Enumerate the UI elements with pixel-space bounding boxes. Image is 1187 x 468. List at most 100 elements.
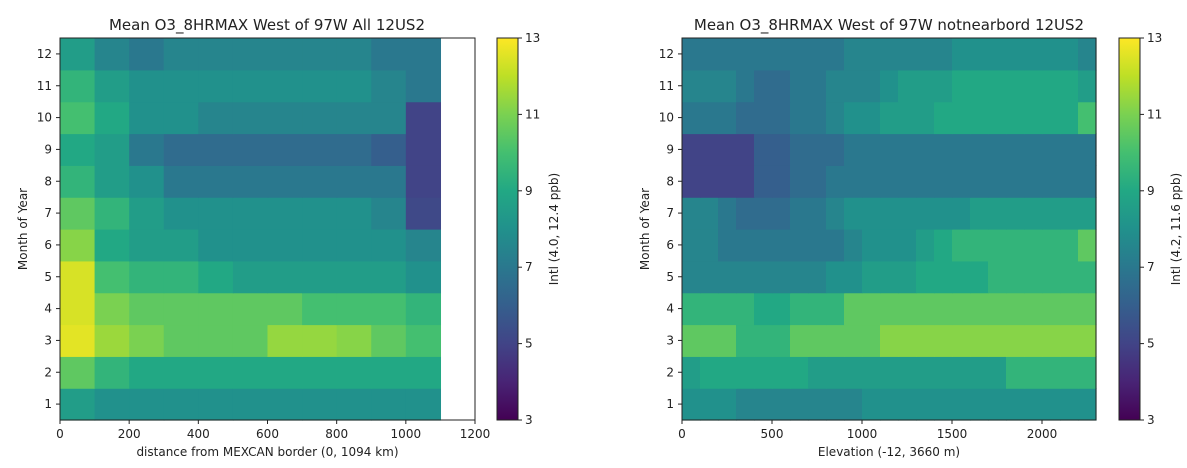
p1-heatmap-cell [371,324,407,357]
p2-heatmap-cell [1078,356,1097,389]
p2-heatmap-cell [736,324,755,357]
p2-heatmap-cell [952,324,971,357]
p2-y-tick-label: 7 [666,206,674,220]
p2-heatmap-cell [880,69,899,103]
p2-heatmap-cell [1078,101,1097,135]
p2-heatmap-cell [862,324,881,357]
p1-heatmap-cell [129,197,165,230]
p1-y-tick-label: 9 [44,142,52,156]
p1-colorbar-tick-label: 11 [525,107,540,121]
p1-heatmap-cell [129,292,165,326]
p2-heatmap-cell [1078,197,1097,230]
p2-x-tick-label: 1000 [847,427,878,441]
p2-heatmap-cell [718,165,737,198]
p2-heatmap-cell [934,38,953,71]
p1-heatmap-cell [198,292,234,326]
p2-heatmap-cell [970,165,989,198]
p1-y-axis-label: Month of Year [16,188,30,270]
p2-heatmap-cell [700,229,719,262]
p1-heatmap-cell [60,356,96,389]
p1-x-tick-label: 800 [325,427,348,441]
p2-heatmap-cell [682,133,701,166]
p1-heatmap-cell [371,356,407,389]
p2-heatmap-cell [772,388,791,421]
p2-heatmap-cell [952,229,971,262]
p2-heatmap-cell [1078,388,1097,421]
p2-heatmap-cell [700,101,719,135]
p2-colorbar-tick-label: 5 [1147,337,1155,351]
p1-heatmap-cell [405,101,442,135]
p1-heatmap-cell [302,260,338,294]
p2-y-tick-label: 4 [666,302,674,316]
p1-heatmap-cell [302,101,338,135]
p2-heatmap-cell [772,356,791,389]
p2-heatmap-cell [682,165,701,198]
p2-heatmap-cell [718,197,737,230]
p2-heatmap-cell [988,388,1007,421]
p2-heatmap-cell [826,38,845,71]
p1-heatmap-cell [163,229,199,262]
p1-heatmap-cell [232,69,269,103]
p2-heatmap-cell [1006,260,1025,294]
p2-axes-frame [681,37,1097,421]
p1-heatmap-cell [232,356,269,389]
p2-heatmap-cell [754,356,773,389]
p2-heatmap-cell [988,356,1007,389]
p1-heatmap-cell [94,133,130,166]
p2-heatmap-cell [736,69,755,103]
p2-heatmap-cell [1024,69,1043,103]
p2-heatmap-cell [880,165,899,198]
p2-heatmap-cell [934,292,953,326]
p2-heatmap-cell [916,388,935,421]
p2-heatmap-cell [880,388,899,421]
p1-heatmap-cell [336,229,372,262]
p2-heatmap-cell [700,38,719,71]
p2-y-tick-label: 12 [659,47,674,61]
p2-heatmap-cell [790,165,809,198]
p1-heatmap-cell [60,38,96,71]
p1-heatmap-cell [94,101,130,135]
p2-heatmap-cell [880,197,899,230]
p1-heatmap-cell [198,229,234,262]
p1-heatmap-cell [129,165,165,198]
p2-heatmap-cell [718,229,737,262]
p2-heatmap-cell [1024,356,1043,389]
p2-heatmap-cell [1024,165,1043,198]
p2-heatmap-cell [1006,388,1025,421]
p1-x-tick-label: 200 [118,427,141,441]
p2-heatmap-cell [772,324,791,357]
p1-heatmap-cell [267,69,303,103]
p2-heatmap-cell [754,292,773,326]
p2-heatmap-cell [844,229,863,262]
p1-heatmap-cell [371,165,407,198]
p1-heatmap-cell [267,165,303,198]
p1-y-tick-label: 6 [44,238,52,252]
p2-heatmap-cell [790,197,809,230]
p2-heatmap-cell [1060,133,1079,166]
p2-heatmap-cell [790,324,809,357]
p2-heatmap-cell [898,388,917,421]
p2-heatmap-cell [700,388,719,421]
p2-y-tick-label: 11 [659,79,674,93]
p2-heatmap-cell [862,133,881,166]
p2-heatmap-cell [772,133,791,166]
p2-heatmap-cell [808,229,827,262]
p2-heatmap-cell [1024,197,1043,230]
p2-heatmap-cell [1042,101,1061,135]
p2-y-axis-label: Month of Year [638,188,652,270]
p2-heatmap-cell [772,101,791,135]
p2-heatmap-cell [1060,356,1079,389]
p1-heatmap-cell [267,229,303,262]
p2-heatmap-cell [700,260,719,294]
p2-heatmap-cell [916,260,935,294]
p2-heatmap-cell [934,69,953,103]
p2-heatmap-cell [952,356,971,389]
p1-heatmap-cell [336,101,372,135]
p2-heatmap-cell [880,292,899,326]
p2-heatmap-cell [880,229,899,262]
p2-heatmap-cell [1042,260,1061,294]
p2-heatmap-cell [862,260,881,294]
p1-heatmap-cell [232,260,269,294]
p1-y-tick-label: 4 [44,302,52,316]
